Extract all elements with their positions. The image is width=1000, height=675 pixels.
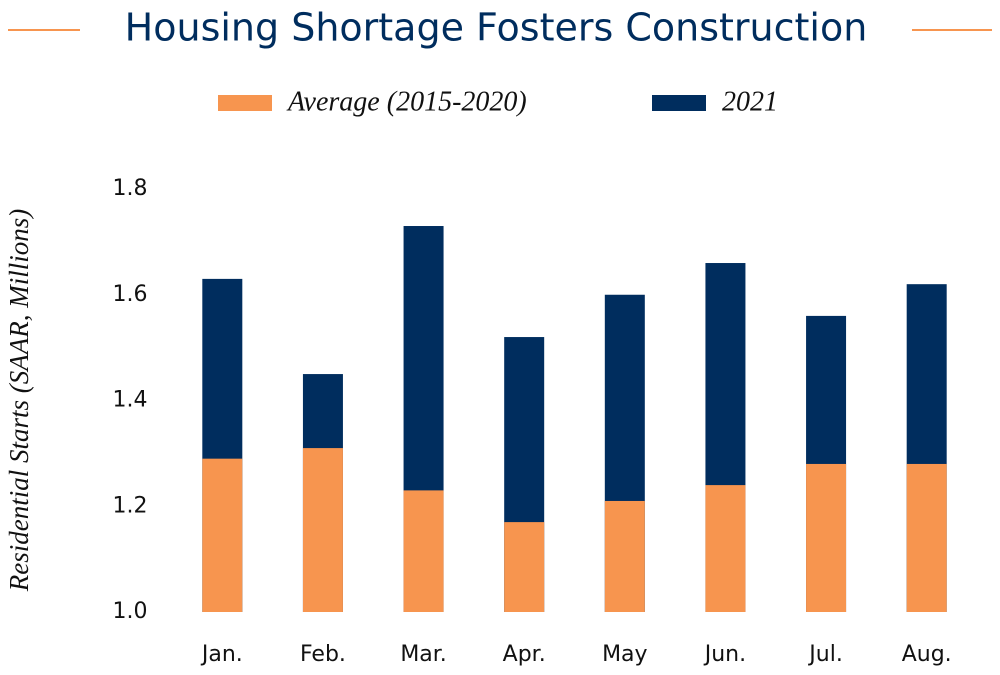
x-tick-label: Feb. [300,642,346,667]
chart-title: Housing Shortage Fosters Construction [125,6,868,50]
bar [705,485,746,612]
x-tick-label: Jun. [703,642,746,667]
legend-label: 2021 [722,86,778,117]
y-tick-label: 1.2 [113,493,148,518]
x-tick-label: Aug. [902,642,952,667]
x-tick-label: Apr. [503,642,546,667]
x-tick-label: Jul. [807,642,843,667]
y-tick-label: 1.0 [113,599,148,624]
bar [302,448,343,612]
bar [604,500,645,612]
y-tick-label: 1.4 [113,388,148,413]
legend-swatch [218,95,272,111]
legend-swatch [652,95,706,111]
bar [806,463,847,612]
y-tick-label: 1.6 [113,282,148,307]
y-tick-label: 1.8 [113,176,148,201]
bar [504,522,545,612]
legend-label: Average (2015-2020) [286,86,527,117]
y-axis-label: Residential Starts (SAAR, Millions) [4,209,34,592]
bar [202,458,243,612]
x-tick-label: Mar. [400,642,446,667]
x-tick-label: May [602,642,647,667]
x-tick-label: Jan. [200,642,243,667]
bar [906,463,947,612]
bar [403,490,444,612]
